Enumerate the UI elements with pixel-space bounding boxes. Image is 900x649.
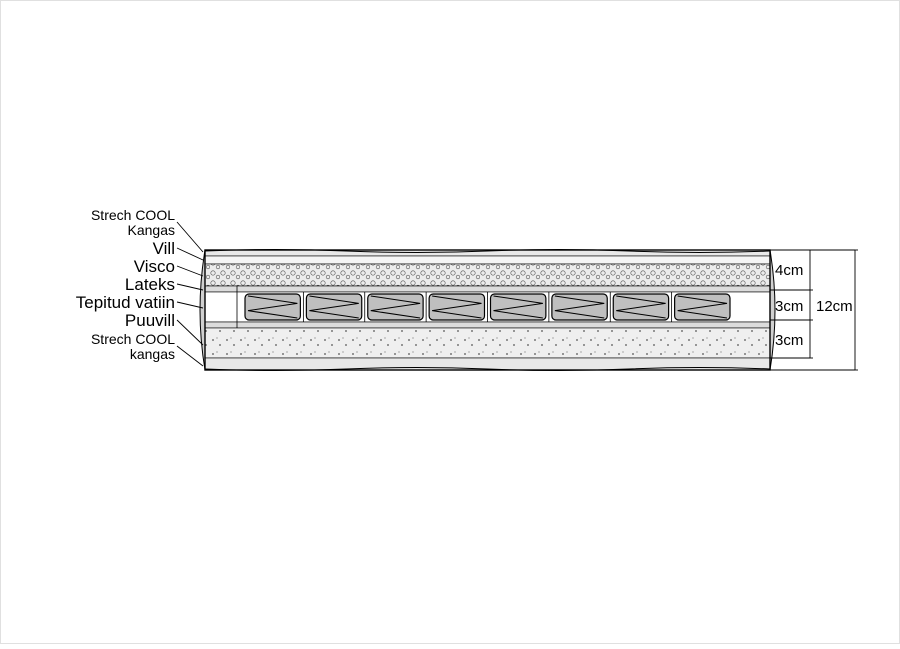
label-vill: Vill (153, 240, 175, 259)
label-tepitud: Tepitud vatiin (76, 294, 175, 313)
label-visco: Visco (134, 258, 175, 277)
dim-3cm-b: 3cm (775, 332, 803, 349)
label-strech-bot: Strech COOLkangas (55, 332, 175, 363)
label-puuvill: Puuvill (125, 312, 175, 331)
label-lateks: Lateks (125, 276, 175, 295)
dim-12cm: 12cm (816, 298, 853, 315)
label-strech-top: Strech COOLKangas (55, 208, 175, 239)
diagram-canvas: Strech COOLKangas Vill Visco Lateks Tepi… (0, 0, 900, 644)
dim-3cm-a: 3cm (775, 298, 803, 315)
dim-4cm: 4cm (775, 262, 803, 279)
